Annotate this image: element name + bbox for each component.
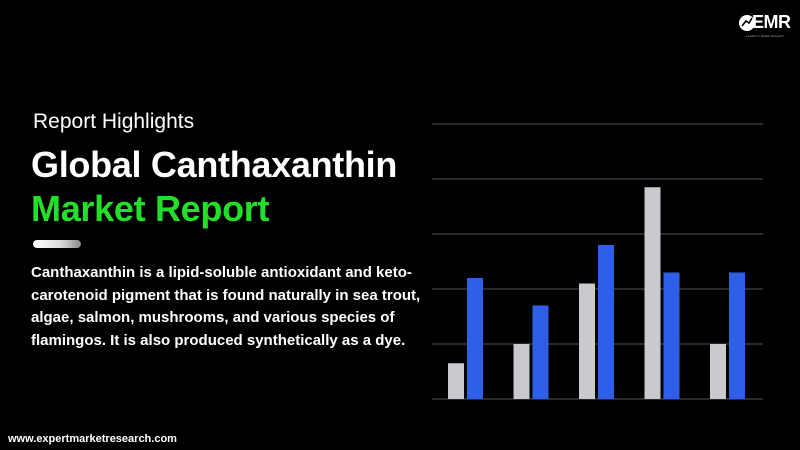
logo-text: EMR: [752, 12, 791, 32]
report-description: Canthaxanthin is a lipid-soluble antioxi…: [31, 264, 421, 349]
page-title: Global Canthaxanthin: [31, 144, 398, 185]
chart-bar-grey: [579, 283, 595, 399]
logo-tagline: Leaders in Market Research: [746, 34, 784, 38]
chart-bar-blue: [729, 272, 745, 399]
chart-bar-blue: [598, 245, 614, 399]
title-divider: [33, 240, 81, 248]
chart-bar-blue: [467, 278, 483, 399]
emr-logo-icon: [739, 15, 755, 31]
chart-bar-grey: [710, 344, 726, 399]
bar-chart: [432, 123, 763, 400]
website-url[interactable]: www.expertmarketresearch.com: [8, 433, 177, 445]
page-title-highlight: Market Report: [31, 188, 270, 229]
chart-bar-blue: [532, 305, 549, 399]
chart-bar-blue: [663, 272, 680, 399]
chart-bar-grey: [644, 187, 661, 399]
chart-bar-grey: [448, 363, 464, 399]
report-highlights-label: Report Highlights: [33, 110, 195, 133]
chart-bar-grey: [513, 344, 530, 399]
emr-logo: EMR Leaders in Market Research: [738, 12, 794, 40]
